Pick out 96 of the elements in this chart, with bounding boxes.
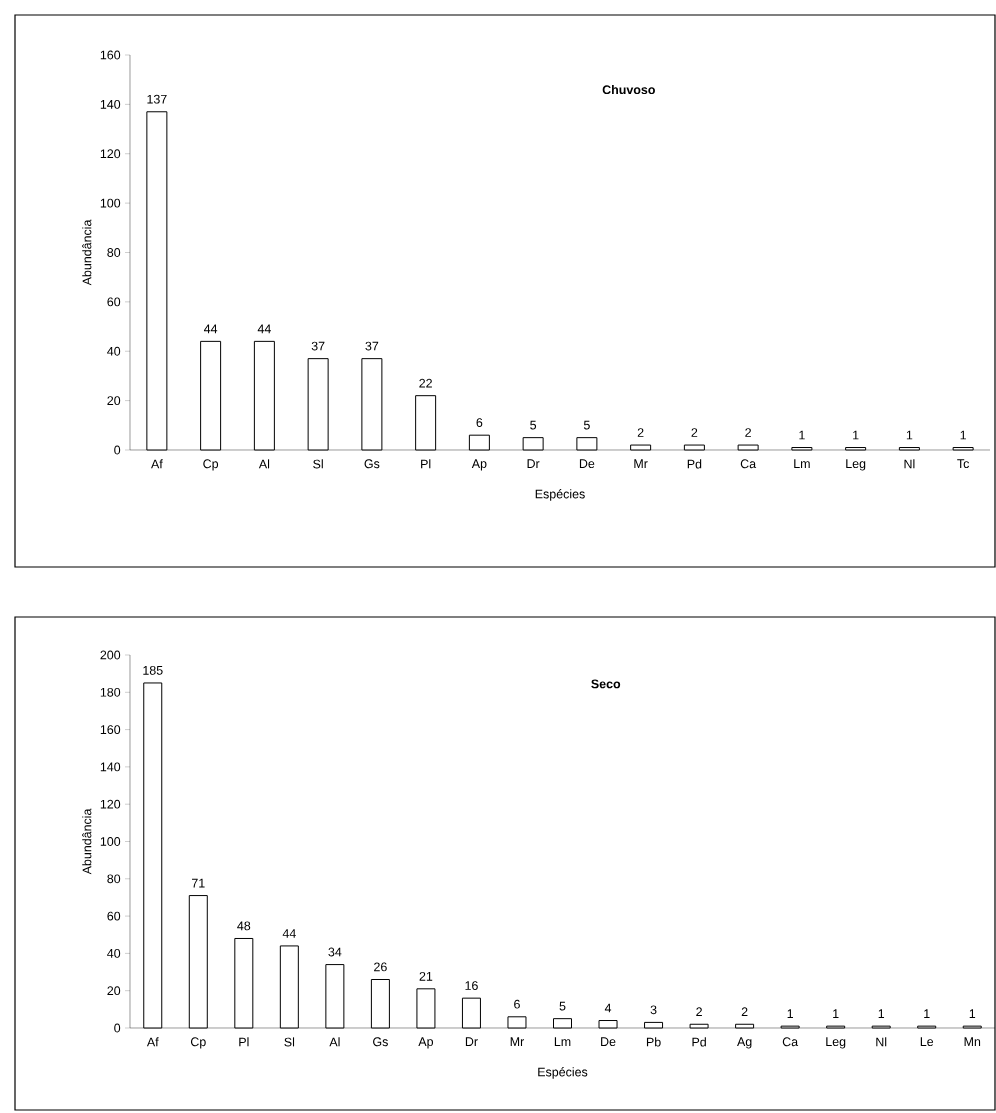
y-tick-label: 80: [107, 248, 121, 257]
x-tick-label: Pl: [421, 459, 431, 469]
x-tick-label: Ap: [418, 1037, 434, 1049]
text: Seco: [591, 679, 621, 689]
x-tick-label: Pd: [692, 1037, 706, 1047]
x-tick-label: Ca: [740, 459, 757, 469]
x-tick-label: Pl: [239, 1037, 249, 1047]
x-tick-label: Ap: [471, 459, 487, 471]
data-label: 22: [419, 378, 432, 388]
data-label: 21: [419, 971, 433, 981]
y-tick-label: 100: [100, 198, 121, 208]
y-tick-label: 140: [100, 762, 121, 772]
y-axis-title: Abundância: [82, 808, 92, 875]
data-label: 2: [741, 1007, 748, 1017]
data-label: 5: [559, 1001, 566, 1011]
y-tick-label: 0: [114, 445, 121, 455]
x-tick-label: Dr: [527, 459, 540, 468]
y-tick-label: 40: [107, 346, 121, 356]
y-tick-label: 200: [100, 650, 121, 660]
x-tick-label: Lm: [554, 1037, 571, 1046]
data-label: 37: [365, 341, 379, 351]
x-axis-title: Espécies: [535, 489, 585, 501]
data-label: 1: [960, 430, 966, 440]
data-label: 16: [465, 981, 478, 990]
x-tick-label: Mr: [510, 1037, 525, 1046]
x-tick-label: Sl: [313, 459, 323, 469]
x-tick-label: Leg: [826, 1037, 846, 1049]
data-label: 185: [143, 665, 163, 675]
y-tick-label: 0: [114, 1023, 121, 1033]
x-tick-label: De: [601, 1037, 616, 1047]
x-tick-label: Cp: [190, 1037, 206, 1049]
x-tick-label: Mn: [964, 1037, 981, 1046]
data-label: 2: [745, 428, 751, 437]
data-label: 34: [328, 947, 342, 957]
y-tick-label: 160: [100, 50, 121, 60]
x-tick-label: Sl: [284, 1037, 295, 1047]
x-tick-label: Nl: [904, 459, 915, 469]
data-label: 2: [691, 428, 698, 437]
y-tick-label: 140: [100, 99, 121, 109]
data-label: 5: [583, 420, 590, 430]
data-label: 137: [147, 94, 167, 104]
data-label: 44: [203, 324, 218, 334]
data-label: 37: [311, 341, 325, 351]
data-label: 1: [833, 1009, 839, 1018]
data-label: 5: [530, 420, 537, 430]
x-tick-label: Leg: [846, 459, 866, 471]
y-tick-label: 120: [100, 149, 121, 159]
data-label: 1: [787, 1009, 793, 1018]
y-tick-label: 120: [100, 799, 121, 809]
x-tick-label: Al: [258, 459, 270, 469]
data-label: 6: [476, 418, 483, 427]
x-tick-label: Le: [920, 1037, 934, 1047]
y-axis-title: Abundância: [82, 219, 92, 286]
x-tick-label: Pd: [687, 459, 702, 469]
x-tick-label: Dr: [465, 1037, 478, 1046]
x-tick-label: Gs: [364, 459, 380, 469]
y-tick-label: 60: [107, 911, 121, 921]
data-label: 4: [604, 1003, 612, 1013]
x-tick-label: Lm: [794, 459, 810, 468]
y-tick-label: 80: [107, 874, 121, 884]
x-tick-label: De: [579, 459, 595, 469]
data-label: 48: [237, 921, 251, 931]
data-label: 6: [514, 999, 520, 1009]
y-tick-label: 60: [107, 297, 121, 307]
data-label: 44: [257, 324, 271, 334]
x-tick-label: Nl: [876, 1037, 887, 1047]
data-label: 1: [853, 430, 859, 440]
y-tick-label: 100: [100, 837, 121, 846]
data-label: 1: [924, 1009, 930, 1018]
y-tick-label: 180: [100, 687, 121, 697]
y-tick-label: 160: [100, 725, 121, 734]
data-label: 1: [878, 1009, 885, 1018]
data-label: 1: [906, 430, 913, 440]
x-tick-label: Ag: [737, 1037, 752, 1049]
x-axis-title: Espécies: [538, 1067, 588, 1079]
y-tick-label: 20: [107, 986, 121, 996]
x-tick-label: Mr: [634, 459, 648, 468]
y-tick-label: 20: [107, 396, 121, 406]
x-tick-label: Al: [329, 1037, 340, 1047]
data-label: 1: [799, 430, 805, 440]
data-label: 26: [374, 962, 387, 972]
data-label: 2: [637, 428, 644, 437]
x-tick-label: Cp: [203, 459, 219, 471]
x-tick-label: Pb: [646, 1037, 661, 1047]
x-tick-label: Af: [151, 459, 163, 469]
data-label: 1: [969, 1009, 976, 1018]
data-label: 2: [696, 1007, 702, 1017]
data-label: 71: [192, 878, 205, 888]
x-tick-label: Gs: [373, 1037, 388, 1047]
x-tick-label: Tc: [957, 459, 970, 469]
data-label: 44: [282, 929, 296, 938]
x-tick-label: Af: [146, 1037, 159, 1047]
y-tick-label: 40: [107, 948, 121, 958]
x-tick-label: Ca: [782, 1037, 799, 1047]
text: Chuvoso: [602, 84, 655, 95]
data-label: 3: [650, 1005, 657, 1015]
